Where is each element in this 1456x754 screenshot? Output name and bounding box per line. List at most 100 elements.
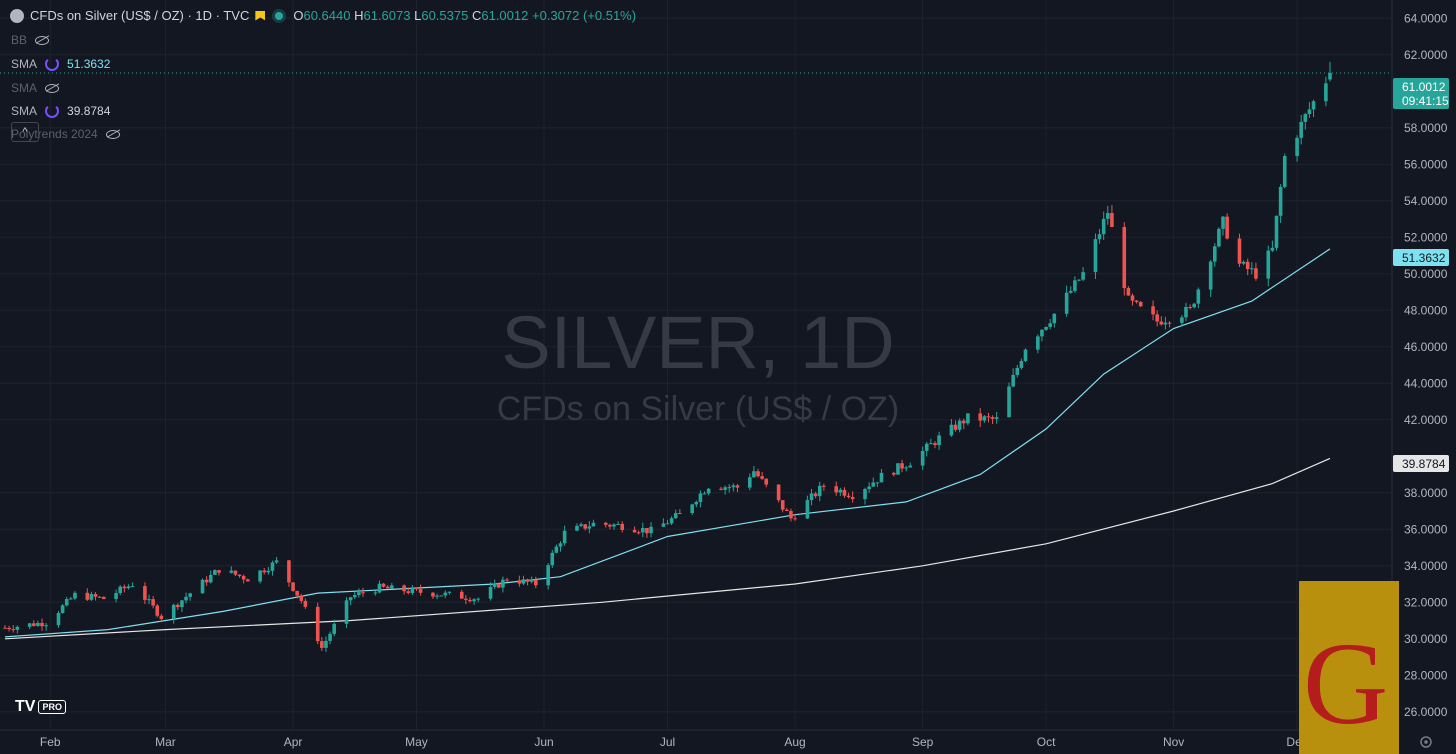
candle-body [266, 570, 271, 573]
collapse-legend-button[interactable]: ^ [11, 122, 39, 142]
time-tick-label: Oct [1037, 735, 1056, 749]
candle-body [1105, 213, 1110, 219]
candle-body [908, 465, 913, 468]
candle-body [1110, 213, 1114, 227]
indicator-name: SMA [11, 104, 38, 118]
candle-body [521, 579, 526, 584]
price-tick-label: 58.0000 [1404, 121, 1448, 135]
indicator-sma-slow[interactable]: SMA 39.8784 [11, 104, 110, 118]
tradingview-brand: TV [15, 698, 36, 715]
candle-body [501, 579, 505, 588]
tradingview-logo[interactable]: TV PRO [15, 698, 66, 716]
candle-body [920, 450, 925, 466]
candle-body [789, 511, 793, 519]
candle-body [1307, 109, 1312, 115]
candle-body [287, 560, 291, 583]
candle-body [262, 570, 267, 573]
time-tick-label: Mar [155, 735, 176, 749]
candle-body [822, 485, 826, 487]
candle-body [933, 443, 937, 446]
candle-body [44, 625, 48, 627]
candle-body [636, 532, 641, 534]
hidden-eye-icon[interactable] [45, 83, 60, 93]
price-tick-label: 56.0000 [1404, 157, 1448, 171]
candle-body [1184, 306, 1188, 318]
price-tick-label: 30.0000 [1404, 632, 1448, 646]
candle-body [1068, 290, 1073, 293]
candle-body [813, 493, 818, 497]
time-tick-label: Aug [784, 735, 805, 749]
market-open-icon [275, 11, 284, 20]
candle-body [291, 582, 295, 591]
candle-body [258, 570, 262, 582]
candle-body [89, 594, 94, 600]
time-tick-label: Apr [284, 735, 303, 749]
candle-body [472, 599, 476, 602]
candle-body [143, 586, 147, 600]
ohlc-values: O60.6440 H61.6073 L60.5375 C61.0012 +0.3… [293, 8, 637, 23]
candle-body [579, 524, 583, 526]
settings-icon[interactable] [1420, 736, 1432, 748]
change-value: +0.3072 (+0.51%) [531, 8, 637, 23]
pro-badge: PRO [38, 700, 66, 714]
indicator-sma-fast[interactable]: SMA 51.3632 [11, 57, 110, 71]
candle-body [612, 524, 616, 527]
hidden-eye-icon[interactable] [35, 35, 50, 45]
candle-body [505, 579, 509, 581]
indicator-sma-hidden[interactable]: SMA [11, 81, 60, 95]
hidden-eye-icon[interactable] [105, 129, 120, 139]
candle-body [1048, 323, 1052, 327]
candle-body [208, 574, 213, 583]
candle-body [315, 606, 320, 642]
candle-body [1023, 349, 1028, 362]
candle-body [529, 579, 534, 582]
candle-body [233, 570, 238, 575]
candle-body [1130, 295, 1135, 301]
candle-body [1093, 239, 1098, 273]
candle-body [785, 509, 789, 512]
candle-body [961, 420, 966, 424]
candle-body [850, 497, 855, 500]
candle-body [324, 640, 328, 648]
candle-body [1188, 306, 1192, 308]
candle-body [40, 622, 44, 627]
price-tick-label: 36.0000 [1404, 522, 1448, 536]
price-tick-label: 28.0000 [1404, 668, 1448, 682]
candle-body [994, 417, 999, 419]
candle-body [171, 604, 176, 619]
price-tick-label: 42.0000 [1404, 413, 1448, 427]
candle-body [1052, 313, 1057, 324]
publisher-logo: G [1299, 581, 1399, 754]
candle-body [892, 472, 896, 475]
candle-body [7, 627, 11, 630]
time-tick-label: Sep [912, 735, 934, 749]
candle-body [558, 543, 563, 547]
candle-body [805, 500, 810, 519]
indicator-bb[interactable]: BB [11, 33, 50, 47]
candle-body [361, 592, 365, 594]
flag-icon[interactable] [255, 10, 266, 21]
candle-body [406, 591, 411, 593]
candle-body [896, 463, 900, 475]
candle-body [1151, 306, 1155, 315]
candle-body [348, 597, 353, 601]
candle-body [1299, 121, 1303, 138]
candle-body [924, 443, 929, 451]
candle-body [1254, 268, 1258, 279]
candle-body [937, 435, 941, 446]
candle-body [385, 586, 390, 589]
price-tick-label: 46.0000 [1404, 340, 1448, 354]
candle-body [846, 495, 851, 498]
price-tick-label: 50.0000 [1404, 267, 1448, 281]
candle-body [435, 595, 439, 597]
candle-body [1311, 101, 1316, 110]
symbol-title[interactable]: CFDs on Silver (US$ / OZ) · 1D · TVC [30, 8, 250, 23]
candle-body [1270, 247, 1275, 251]
candle-body [632, 529, 637, 533]
candle-body [188, 593, 192, 597]
indicator-polytrends[interactable]: Polytrends 2024 [11, 127, 120, 141]
candle-body [776, 484, 781, 501]
candle-body [488, 586, 493, 599]
candle-body [464, 598, 468, 600]
